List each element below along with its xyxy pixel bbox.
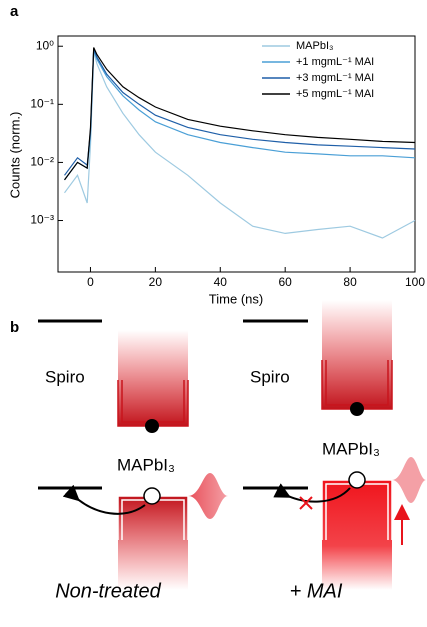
panel-label: a (10, 3, 19, 20)
legend-label: +5 mgmL⁻¹ MAI (296, 88, 374, 100)
y-tick-label: 10⁻² (30, 155, 54, 169)
hole (143, 487, 161, 505)
band (322, 300, 392, 409)
legend-label: MAPbI₃ (296, 40, 334, 52)
y-tick-label: 10⁰ (36, 38, 54, 52)
caption: Non-treated (55, 580, 161, 602)
emission-peak (392, 457, 426, 503)
x-tick-label: 60 (279, 275, 293, 289)
y-axis-label: Counts (norm.) (7, 112, 22, 199)
y-tick-label: 10⁻¹ (30, 96, 54, 110)
transfer-arrow (273, 483, 351, 503)
x-tick-label: 100 (405, 275, 425, 289)
bottom-label: MAPbI₃ (117, 455, 175, 474)
x-tick-label: 20 (149, 275, 163, 289)
bottom-label: MAPbI₃ (322, 439, 380, 458)
transfer-arrow (62, 484, 146, 515)
x-tick-label: 40 (214, 275, 228, 289)
x-axis-label: Time (ns) (209, 291, 263, 306)
electron (350, 402, 364, 416)
y-tick-label: 10⁻³ (30, 213, 54, 227)
plot-frame (57, 35, 416, 273)
electron (145, 419, 159, 433)
hole (348, 471, 366, 489)
x-tick-label: 80 (343, 275, 357, 289)
top-label: Spiro (45, 367, 85, 386)
x-tick-label: 0 (87, 275, 94, 289)
caption: + MAI (290, 580, 343, 602)
blocked-mark (299, 496, 313, 510)
band (118, 330, 188, 426)
series-line (64, 50, 416, 181)
band (322, 480, 392, 590)
emission-peak (188, 473, 228, 519)
series-line (64, 51, 416, 239)
series-line (64, 47, 416, 181)
top-label: Spiro (250, 367, 290, 386)
legend-label: +3 mgmL⁻¹ MAI (296, 72, 374, 84)
band (118, 496, 188, 590)
panel-label: b (10, 319, 19, 336)
legend-label: +1 mgmL⁻¹ MAI (296, 56, 374, 68)
